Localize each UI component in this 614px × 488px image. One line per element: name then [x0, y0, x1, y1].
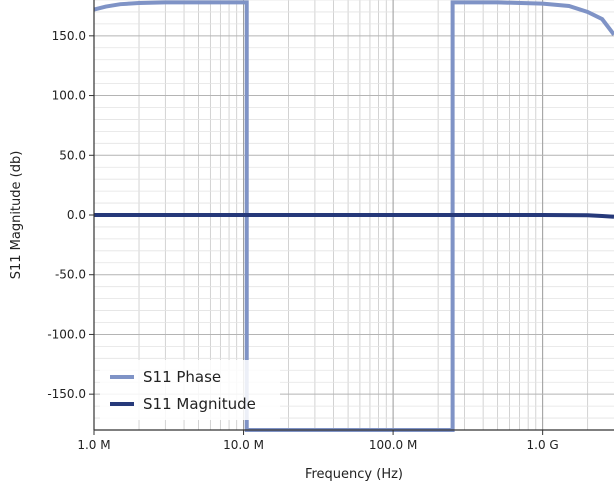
y-tick-label: 50.0: [59, 148, 86, 162]
x-tick-label: 10.0 M: [223, 438, 264, 452]
legend-label-phase: S11 Phase: [143, 368, 221, 386]
series-line-magnitude: [94, 213, 614, 219]
y-tick-label: 150.0: [52, 29, 86, 43]
x-tick-label: 1.0 G: [527, 438, 559, 452]
y-tick-label: 100.0: [52, 89, 86, 103]
y-tick-label: 0.0: [67, 208, 86, 222]
x-axis-title: Frequency (Hz): [305, 467, 403, 482]
legend: S11 Phase S11 Magnitude: [100, 360, 280, 420]
legend-background: [100, 360, 280, 420]
y-axis-title: S11 Magnitude (db): [9, 151, 24, 280]
y-tick-label: -50.0: [55, 268, 86, 282]
x-tick-label: 1.0 M: [77, 438, 110, 452]
y-tick-label: -100.0: [47, 327, 86, 341]
tick-labels: 1.0 M 10.0 M 100.0 M 1.0 G 150.0 100.0 50.0 0.0…: [47, 29, 558, 452]
y-tick-label: -150.0: [47, 387, 86, 401]
x-tick-label: 100.0 M: [369, 438, 418, 452]
legend-label-magnitude: S11 Magnitude: [143, 395, 256, 413]
axes: [89, 0, 614, 435]
